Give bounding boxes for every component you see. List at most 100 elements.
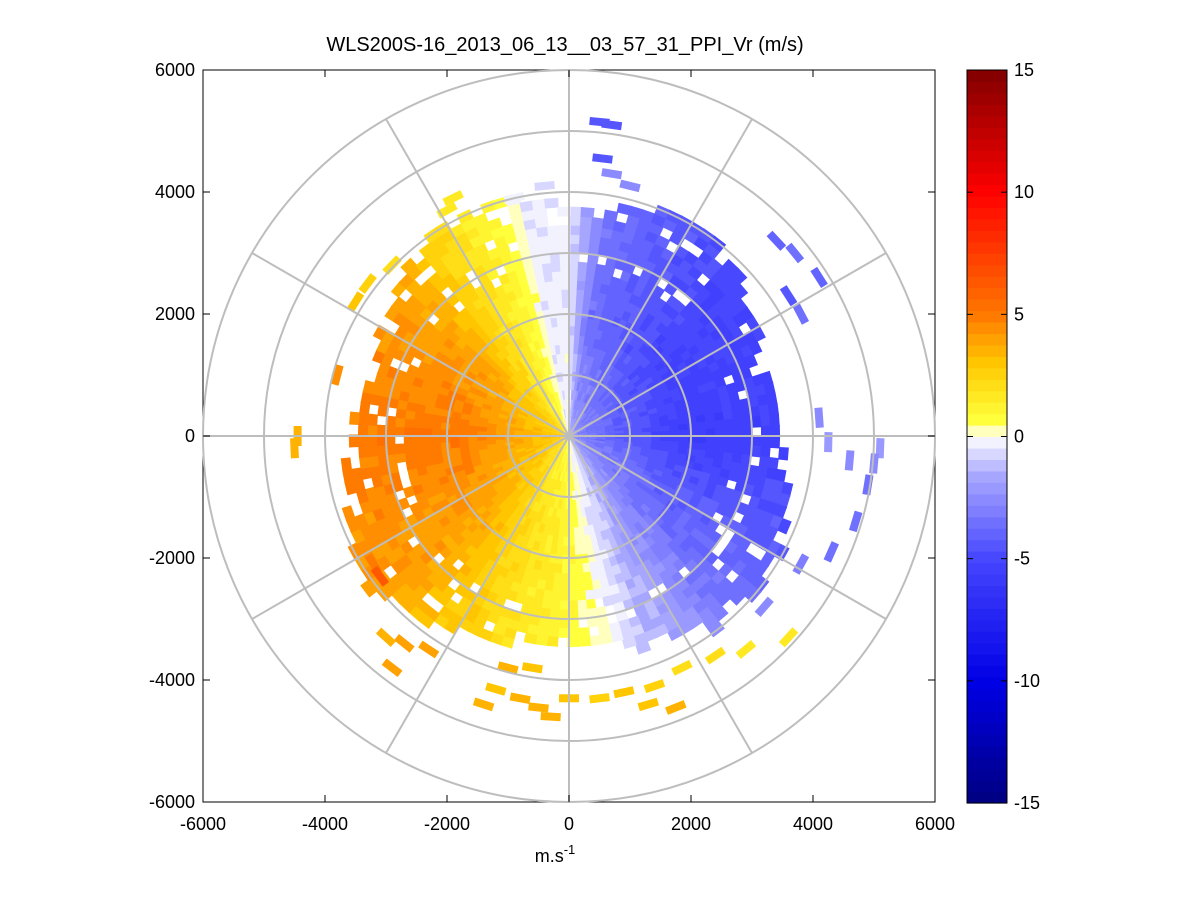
velocity-bin: [640, 473, 652, 483]
velocity-bin: [467, 440, 478, 447]
velocity-bin: [549, 252, 562, 264]
velocity-bin: [534, 420, 544, 427]
velocity-bin: [620, 392, 632, 402]
colorbar-level: [967, 459, 1007, 472]
velocity-bin: [605, 431, 616, 435]
velocity-bin: [628, 409, 640, 417]
velocity-bin: [609, 335, 620, 347]
velocity-bin: [458, 440, 469, 448]
velocity-bin: [580, 449, 588, 458]
velocity-bin: [669, 475, 681, 486]
velocity-bin: [477, 439, 488, 446]
velocity-bin: [623, 321, 635, 334]
velocity-bin: [390, 296, 407, 313]
velocity-bin: [503, 367, 515, 378]
velocity-bin: [640, 357, 652, 370]
velocity-bin: [443, 372, 456, 384]
velocity-bin: [628, 205, 645, 219]
colorbar-level: [967, 665, 1007, 678]
velocity-bin: [577, 430, 588, 434]
velocity-bin: [579, 413, 587, 422]
velocity-bin: [596, 438, 606, 443]
velocity-bin: [702, 613, 720, 630]
velocity-bin: [620, 497, 631, 508]
velocity-bin: [486, 426, 497, 433]
velocity-bin: [552, 372, 558, 383]
velocity-bin: [604, 441, 615, 446]
velocity-bin: [517, 514, 528, 527]
velocity-bin: [557, 325, 565, 336]
velocity-bin: [622, 354, 634, 366]
velocity-bin: [745, 474, 758, 488]
velocity-bin: [553, 498, 559, 509]
velocity-bin: [557, 420, 564, 429]
velocity-bin: [545, 419, 555, 426]
velocity-bin: [550, 437, 561, 441]
scattered-bin: [485, 682, 507, 696]
y-tick-label: -4000: [149, 670, 195, 690]
colorbar-level: [967, 104, 1007, 117]
scattered-bin-cell: [330, 364, 344, 386]
velocity-bin: [572, 353, 579, 364]
colorbar-level: [967, 310, 1007, 323]
velocity-bin: [605, 575, 618, 588]
velocity-bin: [763, 381, 776, 396]
velocity-bin: [495, 442, 506, 448]
x-tick-label: 6000: [915, 814, 955, 834]
velocity-bin: [553, 401, 560, 411]
velocity-bin: [523, 363, 533, 375]
velocity-bin: [594, 422, 605, 428]
scattered-bin: [665, 700, 687, 715]
velocity-bin: [409, 501, 423, 516]
velocity-bin: [508, 455, 519, 463]
velocity-bin: [586, 439, 597, 444]
velocity-bin: [546, 446, 555, 454]
scattered-bin-cell: [382, 255, 402, 276]
velocity-bin: [613, 533, 624, 546]
velocity-bin: [523, 265, 536, 277]
velocity-bin: [538, 244, 552, 256]
velocity-bin: [558, 517, 565, 528]
velocity-bin: [597, 457, 607, 466]
velocity-bin: [534, 460, 544, 469]
velocity-bin: [563, 417, 567, 428]
velocity-bin: [577, 439, 587, 444]
velocity-bin: [348, 434, 359, 448]
velocity-bin: [572, 389, 577, 400]
velocity-bin: [551, 326, 560, 337]
velocity-bin: [517, 452, 528, 459]
velocity-bin: [549, 448, 557, 457]
velocity-bin: [574, 462, 579, 473]
velocity-bin: [558, 334, 565, 345]
polar-spoke: [385, 118, 570, 437]
velocity-bin: [602, 362, 611, 373]
velocity-bin: [503, 493, 514, 505]
velocity-bin: [667, 626, 684, 642]
scattered-bin: [509, 692, 531, 705]
velocity-bin: [582, 488, 589, 499]
velocity-bin: [486, 502, 498, 515]
velocity-bin: [557, 480, 562, 491]
velocity-bin: [585, 424, 596, 430]
velocity-bin: [543, 271, 554, 283]
velocity-bin: [505, 618, 520, 631]
velocity-bin: [517, 276, 530, 289]
colorbar-level: [967, 654, 1007, 667]
velocity-bin: [550, 449, 558, 458]
velocity-bin: [609, 505, 620, 517]
velocity-bin: [460, 217, 478, 233]
velocity-bin: [422, 435, 432, 444]
velocity-bin: [549, 383, 556, 394]
velocity-bin: [577, 526, 585, 537]
velocity-bin: [454, 370, 467, 382]
velocity-bin: [564, 454, 568, 464]
velocity-bin: [596, 437, 607, 441]
velocity-bin: [609, 470, 620, 480]
velocity-bin: [525, 476, 535, 487]
velocity-bin: [603, 374, 613, 385]
velocity-bin: [647, 221, 664, 236]
velocity-bin: [628, 346, 640, 359]
velocity-bin: [619, 409, 630, 417]
scattered-bin: [472, 697, 495, 712]
velocity-bin: [573, 527, 580, 538]
